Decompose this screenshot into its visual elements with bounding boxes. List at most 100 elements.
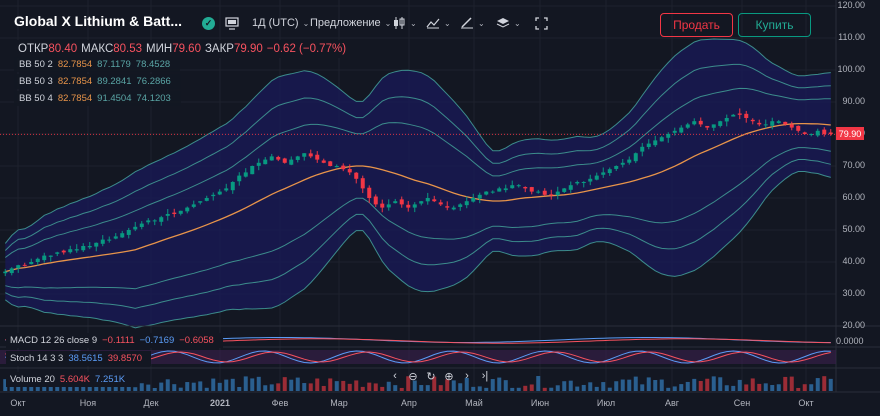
scroll-right-icon[interactable]: ›: [465, 370, 469, 382]
volume-bar: [425, 385, 430, 391]
candle-body: [302, 153, 307, 157]
indicators-button[interactable]: ⌄: [426, 13, 451, 33]
candle-body: [126, 230, 131, 235]
bb-upper: 91.4504: [97, 93, 132, 104]
candle-body: [113, 236, 118, 239]
volume-bar: [679, 384, 684, 391]
open-value: 80.40: [48, 43, 78, 55]
candle-body: [373, 196, 378, 205]
volume-bar: [198, 381, 203, 391]
bb-upper-line: [4, 38, 831, 244]
reset-icon[interactable]: ↻: [426, 370, 436, 383]
volume-bar: [536, 376, 541, 391]
candle-body: [81, 246, 86, 251]
close-value: 79.90: [233, 43, 263, 55]
scroll-left-icon[interactable]: ‹: [393, 370, 397, 382]
volume-bar: [614, 381, 619, 391]
candle-body: [653, 140, 658, 146]
candle-body: [419, 201, 424, 204]
volume-bar: [770, 385, 775, 391]
volume-legend[interactable]: Volume 20 5.604K 7.251K: [6, 372, 135, 387]
candle-body: [490, 191, 495, 193]
candle-body: [620, 162, 625, 165]
buy-button[interactable]: Купить: [738, 13, 811, 37]
open-label: ОТКР: [18, 43, 49, 55]
time-tick-label: Окт: [798, 398, 814, 408]
candle-body: [497, 188, 502, 192]
change-value: −0.62 (−0.77%): [266, 43, 347, 55]
symbol-title[interactable]: Global X Lithium & Batt...: [14, 13, 182, 29]
zoom-out-icon[interactable]: ⊖: [408, 370, 418, 383]
interval-dropdown[interactable]: 1Д (UTC) ⌄: [252, 13, 309, 33]
volume-bar: [393, 385, 398, 391]
volume-bar: [757, 383, 762, 391]
candle-body: [22, 264, 27, 266]
chevron-down-icon: ⌄: [384, 18, 392, 28]
volume-bar: [763, 383, 768, 391]
candle-body: [204, 198, 209, 201]
volume-bar: [100, 385, 105, 391]
time-tick-label: Авг: [664, 398, 680, 408]
bb-upper: 87.1179: [97, 59, 131, 70]
candle-body: [529, 187, 534, 192]
macd-legend[interactable]: MACD 12 26 close 9 −0.1111 −0.7169 −0.60…: [6, 333, 223, 348]
layers-icon: [496, 18, 510, 28]
volume-bar: [146, 384, 151, 391]
volume-bar: [783, 376, 788, 391]
volume-bar: [796, 387, 801, 391]
candle-body: [172, 212, 177, 214]
bb-legend-1[interactable]: BB 50 2 82.7854 87.1179 78.4528: [14, 57, 181, 72]
chevron-down-icon: ⌄: [302, 18, 310, 28]
band-fill: [5, 39, 831, 328]
candle-body: [224, 188, 229, 191]
volume-bar: [802, 384, 807, 391]
bb-legend-2[interactable]: BB 50 3 82.7854 89.2841 76.2866: [14, 74, 181, 89]
volume-bar: [159, 382, 164, 391]
volume-bar: [607, 387, 612, 391]
fullscreen-button[interactable]: [535, 13, 548, 33]
candle-body: [367, 187, 372, 198]
volume-bar: [484, 387, 489, 391]
status-check-icon[interactable]: ✓: [202, 13, 215, 33]
chevron-down-icon: ⌄: [478, 18, 485, 28]
stoch-name: Stoch 14 3 3: [10, 353, 64, 364]
candle-body: [458, 204, 463, 207]
price-tick-label: 90.00: [842, 96, 865, 106]
low-value: 79.60: [172, 43, 201, 55]
drawing-tools-button[interactable]: ⌄: [460, 13, 485, 33]
scroll-end-icon[interactable]: ›|: [481, 370, 489, 382]
bb-basis: 82.7854: [57, 93, 93, 104]
zoom-in-icon[interactable]: ⊕: [444, 370, 454, 383]
candle-body: [243, 172, 248, 177]
sell-button[interactable]: Продать: [660, 13, 733, 37]
low-label: МИН: [146, 43, 173, 55]
candle-body: [711, 124, 716, 128]
candle-body: [250, 166, 255, 175]
layers-button[interactable]: ⌄: [496, 13, 521, 33]
candle-body: [640, 146, 645, 152]
candle-body: [198, 201, 203, 203]
price-tick-label: 20.00: [842, 320, 865, 330]
chart-type-button[interactable]: ⌄: [392, 13, 417, 33]
bb-legend-3[interactable]: BB 50 4 82.7854 91.4504 74.1203: [14, 91, 181, 106]
candle-body: [107, 239, 112, 241]
volume-bar: [705, 378, 710, 391]
candle-body: [237, 175, 242, 182]
time-tick-label: Июн: [530, 398, 550, 408]
volume-bar: [113, 386, 118, 391]
candle-body: [555, 191, 560, 196]
volume-bar: [295, 377, 300, 391]
time-tick-label: Мар: [330, 398, 348, 408]
candle-body: [802, 132, 807, 134]
top-toolbar: Global X Lithium & Batt... ✓ 1Д (UTC) ⌄ П…: [0, 0, 836, 38]
volume-bar: [497, 377, 502, 391]
volume-bar: [529, 384, 534, 391]
candle-body: [828, 132, 833, 134]
volume-bar: [269, 384, 274, 391]
candle-body: [139, 223, 144, 228]
candle-body: [295, 156, 300, 160]
stoch-legend[interactable]: Stoch 14 3 3 38.5615 39.8570: [6, 351, 152, 366]
monitor-icon[interactable]: [225, 13, 239, 33]
volume-bar: [302, 383, 307, 391]
offer-dropdown[interactable]: Предложение ⌄: [310, 13, 391, 33]
